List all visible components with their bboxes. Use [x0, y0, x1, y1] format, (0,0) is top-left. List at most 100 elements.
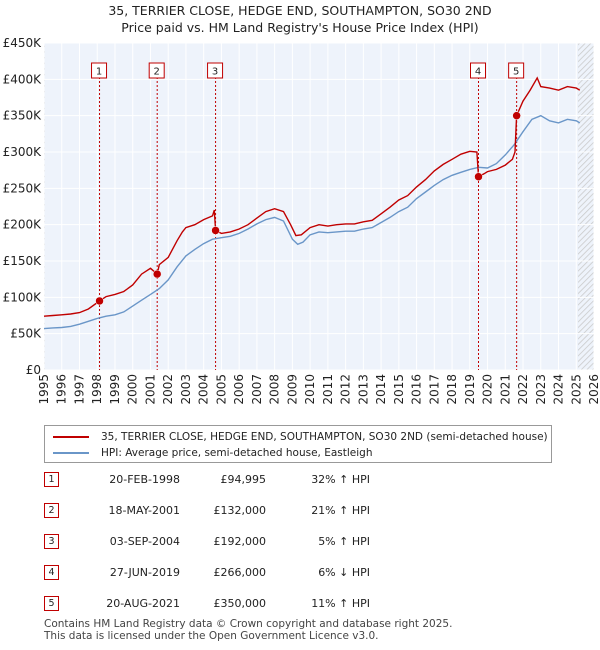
x-tick-label: 2004: [197, 374, 211, 405]
x-tick-label: 2006: [232, 374, 246, 405]
x-tick-label: 2002: [161, 374, 175, 405]
x-tick-label: 2003: [179, 374, 193, 405]
chart-subtitle: Price paid vs. HM Land Registry's House …: [121, 20, 479, 35]
sale-date: 18-MAY-2001: [108, 504, 180, 517]
sale-hpi-change: 5% ↑ HPI: [318, 535, 370, 548]
table-row: 4 27-JUN-2019 £266,000 6% ↓ HPI: [44, 565, 464, 585]
x-tick-label: 2021: [498, 374, 512, 405]
sale-marker-box: [207, 62, 224, 79]
legend-label-property: 35, TERRIER CLOSE, HEDGE END, SOUTHAMPTO…: [101, 431, 548, 443]
sale-point: [512, 111, 521, 120]
sale-number-badge: 1: [44, 472, 59, 487]
sale-point: [211, 226, 220, 235]
legend: 35, TERRIER CLOSE, HEDGE END, SOUTHAMPTO…: [44, 425, 552, 463]
y-tick-label: £300K: [3, 145, 43, 159]
x-tick-label: 2020: [481, 374, 495, 405]
y-tick-label: £350K: [3, 109, 43, 123]
x-tick-label: 2022: [516, 374, 530, 405]
sale-price: £350,000: [213, 597, 267, 610]
table-row: 1 20-FEB-1998 £94,995 32% ↑ HPI: [44, 472, 464, 492]
x-tick-label: 1998: [90, 374, 104, 405]
x-tick-label: 1996: [55, 374, 69, 405]
legend-swatch-property: [53, 436, 89, 438]
sale-marker-label: 1: [96, 67, 102, 78]
x-tick-label: 2023: [534, 374, 548, 405]
chart-title-block: 35, TERRIER CLOSE, HEDGE END, SOUTHAMPTO…: [0, 2, 600, 36]
sale-price: £94,995: [220, 473, 267, 486]
x-tick-label: 2013: [356, 374, 370, 405]
sale-marker-box: [508, 62, 525, 79]
x-tick-label: 2008: [268, 374, 282, 405]
x-tick-label: 2017: [427, 374, 441, 405]
sale-marker-label: 5: [513, 67, 519, 78]
sale-number-badge: 3: [44, 534, 59, 549]
x-tick-label: 2018: [445, 374, 459, 405]
y-tick-label: £400K: [3, 72, 43, 86]
table-row: 2 18-MAY-2001 £132,000 21% ↑ HPI: [44, 503, 464, 523]
sale-marker-box: [91, 62, 108, 79]
plot-area: [44, 43, 594, 370]
footer-attribution: Contains HM Land Registry data © Crown c…: [44, 618, 453, 642]
x-tick-label: 2025: [569, 374, 583, 405]
y-tick-label: £50K: [10, 327, 42, 341]
sale-hpi-change: 6% ↓ HPI: [318, 566, 370, 579]
sale-number-badge: 5: [44, 596, 59, 611]
y-tick-label: £450K: [3, 36, 43, 50]
sale-point: [152, 269, 162, 279]
legend-item-property: 35, TERRIER CLOSE, HEDGE END, SOUTHAMPTO…: [53, 429, 548, 445]
chart-title: 35, TERRIER CLOSE, HEDGE END, SOUTHAMPTO…: [108, 3, 492, 18]
sale-date: 27-JUN-2019: [109, 566, 180, 579]
y-tick-label: £150K: [3, 254, 43, 268]
sale-marker-label: 4: [475, 67, 481, 78]
table-row: 5 20-AUG-2021 £350,000 11% ↑ HPI: [44, 596, 464, 616]
forecast-hatch: [578, 43, 594, 370]
x-tick-label: 2015: [392, 374, 406, 405]
legend-item-hpi: HPI: Average price, semi-detached house,…: [53, 445, 373, 461]
x-tick-label: 2026: [587, 374, 600, 405]
footer-copyright: Contains HM Land Registry data © Crown c…: [44, 618, 453, 630]
x-tick-label: 2019: [463, 374, 477, 405]
sale-point: [474, 172, 483, 181]
x-tick-label: 2007: [250, 374, 264, 405]
y-tick-label: £100K: [3, 290, 43, 304]
hpi-series-line: [43, 114, 581, 330]
x-tick-label: 2016: [410, 374, 424, 405]
x-tick-label: 2005: [214, 374, 228, 405]
x-tick-label: 1997: [73, 374, 87, 405]
x-tick-label: 2001: [144, 374, 158, 405]
sale-marker-label: 2: [154, 67, 160, 78]
x-tick-label: 2014: [374, 374, 388, 405]
sale-hpi-change: 32% ↑ HPI: [311, 473, 370, 486]
sale-date: 20-FEB-1998: [109, 473, 180, 486]
y-tick-label: £200K: [3, 218, 43, 232]
x-tick-label: 2000: [126, 374, 140, 405]
footer-licence: This data is licensed under the Open Gov…: [44, 629, 379, 642]
x-tick-label: 2024: [552, 374, 566, 405]
sale-price: £266,000: [213, 566, 267, 579]
property-series-line: [43, 76, 581, 317]
sale-number-badge: 2: [44, 503, 59, 518]
x-tick-label: 2011: [321, 374, 335, 405]
sale-date: 20-AUG-2021: [106, 597, 180, 610]
x-tick-label: 2009: [285, 374, 299, 405]
sale-hpi-change: 21% ↑ HPI: [311, 504, 370, 517]
sale-date: 03-SEP-2004: [109, 535, 180, 548]
sale-hpi-change: 11% ↑ HPI: [311, 597, 370, 610]
price-chart: 1 2 3 4 5 £0 £50K £100K £150K £200K £250K £300K £35…: [3, 36, 600, 405]
sale-marker-box: [470, 62, 486, 79]
sale-price: £132,000: [213, 504, 267, 517]
x-tick-label: 2010: [303, 374, 317, 405]
sale-price: £192,000: [213, 535, 267, 548]
x-tick-label: 2012: [339, 374, 353, 405]
y-tick-label: £250K: [3, 181, 43, 195]
sale-marker-box: [148, 62, 165, 79]
x-tick-label: 1995: [37, 374, 51, 405]
sale-point: [95, 296, 104, 306]
x-tick-label: 1999: [108, 374, 122, 405]
table-row: 3 03-SEP-2004 £192,000 5% ↑ HPI: [44, 534, 464, 554]
legend-label-hpi: HPI: Average price, semi-detached house,…: [101, 447, 373, 459]
sale-number-badge: 4: [44, 565, 59, 580]
y-tick-label: £0: [26, 363, 41, 377]
legend-swatch-hpi: [53, 452, 89, 454]
sale-marker-label: 3: [212, 67, 218, 78]
